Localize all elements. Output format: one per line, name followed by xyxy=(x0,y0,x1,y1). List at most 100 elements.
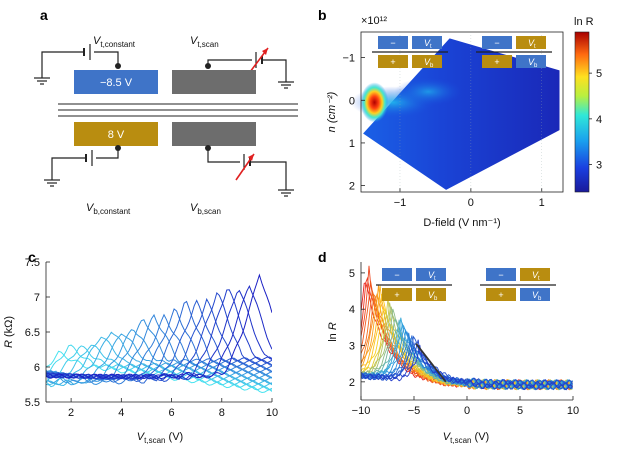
panel-c-y-axis-label: R (kΩ) xyxy=(3,316,15,348)
panel-c-x-tick-label: 6 xyxy=(168,407,174,419)
panel-d-series-line xyxy=(361,340,573,391)
vb-scan-contact xyxy=(205,145,211,151)
heatmap-y-tick-label: 0 xyxy=(349,95,355,107)
vb-constant-label: Vb,constant xyxy=(86,202,131,216)
panel-c-label: c xyxy=(28,249,36,265)
panel-c-series-line xyxy=(46,285,272,380)
bottom-gate-electrode xyxy=(74,122,158,146)
legend-minus-box xyxy=(482,36,512,49)
panel-b: b −1 0 1 −1 0 1 2 ×10¹² D-field (V nm⁻¹) n (cm… xyxy=(318,7,602,229)
legend-d-right: − Vt + Vb xyxy=(480,268,556,302)
panel-d-x-axis-label: Vt,scan (V) xyxy=(443,431,489,445)
panel-c-x-axis-label: Vt,scan (V) xyxy=(137,431,183,445)
heatmap-glow xyxy=(394,77,463,106)
panel-d-label: d xyxy=(318,249,327,265)
legend-minus-box xyxy=(486,268,516,281)
panel-d-y-tick-label: 5 xyxy=(349,268,355,280)
legend-plus-text: + xyxy=(498,290,503,300)
legend-vt-text: Vt xyxy=(424,38,432,50)
legend-b-right: − Vt + Vb xyxy=(476,36,552,69)
heatmap-data-region xyxy=(363,38,560,190)
legend-plus-box xyxy=(378,55,408,68)
heatmap-frame xyxy=(360,31,564,193)
vb-scan-arrowhead-icon xyxy=(248,154,254,161)
panel-d-x-tick-label: 10 xyxy=(567,405,579,417)
legend-plus-box xyxy=(382,288,412,301)
panel-c-ticks: 2 4 6 8 10 5.5 6 6.5 7 7.5 xyxy=(25,257,278,419)
legend-vb-text: Vb xyxy=(428,290,438,302)
legend-vt-text: Vt xyxy=(532,270,540,282)
panel-d-series-line xyxy=(361,291,573,391)
legend-vt-box xyxy=(516,36,546,49)
bottom-gate-value: 8 V xyxy=(108,129,125,141)
colorbar-label: ln R xyxy=(574,16,594,28)
panel-c-y-tick-label: 6.5 xyxy=(25,327,40,339)
panel-c-y-tick-label: 7.5 xyxy=(25,257,40,269)
legend-minus-text: − xyxy=(494,38,499,48)
top-gate-value: −8.5 V xyxy=(100,77,133,89)
panel-c-series-line xyxy=(46,329,272,384)
panel-c-y-tick-label: 7 xyxy=(34,292,40,304)
legend-b-left: − Vt + Vb xyxy=(372,36,448,69)
panel-c-y-tick-label: 6 xyxy=(34,362,40,374)
legend-vt-text: Vt xyxy=(428,270,436,282)
heatmap-x-tick-label: 1 xyxy=(539,197,545,209)
legend-vb-text: Vb xyxy=(532,290,542,302)
heatmap-x-tick-label: 0 xyxy=(468,197,474,209)
panel-d-x-tick-label: 5 xyxy=(517,405,523,417)
panel-d-y-tick-label: 4 xyxy=(349,304,355,316)
heatmap-y-tick-label: 2 xyxy=(349,181,355,193)
legend-plus-text: + xyxy=(390,57,395,67)
legend-plus-text: + xyxy=(494,57,499,67)
heatmap-y-axis-label: n (cm⁻²) xyxy=(326,91,338,132)
panel-d-x-tick-label: −5 xyxy=(408,405,421,417)
legend-vb-box xyxy=(412,55,442,68)
legend-vt-box xyxy=(520,268,550,281)
vt-scan-contact xyxy=(205,63,211,69)
legend-vb-box xyxy=(416,288,446,301)
legend-vb-text: Vb xyxy=(528,57,538,69)
panel-d-x-tick-label: −10 xyxy=(352,405,371,417)
legend-plus-text: + xyxy=(394,290,399,300)
panel-c-y-tick-label: 5.5 xyxy=(25,397,40,409)
panel-b-label: b xyxy=(318,7,327,23)
legend-vb-box xyxy=(520,288,550,301)
legend-minus-box xyxy=(378,36,408,49)
panel-c-x-tick-label: 10 xyxy=(266,407,278,419)
colorbar-tick-label: 5 xyxy=(596,68,602,80)
legend-vt-text: Vt xyxy=(528,38,536,50)
panel-c: c 2 4 6 8 10 5.5 6 6.5 7 7.5 Vt,scan (V) R (kΩ) xyxy=(3,249,278,445)
heatmap-y-multiplier: ×10¹² xyxy=(361,15,387,27)
heatmap-y-tick-label: 1 xyxy=(349,138,355,150)
panel-d-guide-line xyxy=(415,343,447,383)
heatmap-x-tick-label: −1 xyxy=(394,197,407,209)
vb-constant-circuit xyxy=(44,148,119,187)
vt-scan-arrowhead-icon xyxy=(262,48,268,55)
vb-scan-label: Vb,scan xyxy=(190,202,221,216)
heatmap-axes: −1 0 1 −1 0 1 2 xyxy=(342,32,545,209)
colorbar xyxy=(574,31,590,193)
panel-d-y-tick-label: 3 xyxy=(349,341,355,353)
legend-minus-box xyxy=(382,268,412,281)
panel-c-x-tick-label: 4 xyxy=(118,407,124,419)
legend-minus-text: − xyxy=(390,38,395,48)
panel-d-series xyxy=(361,265,573,391)
colorbar-tick-label: 4 xyxy=(596,114,602,126)
heatmap-hotspot xyxy=(360,82,389,123)
panel-c-series-line xyxy=(46,289,272,380)
legend-plus-box xyxy=(486,288,516,301)
heatmap-x-axis-label: D-field (V nm⁻¹) xyxy=(423,217,500,229)
panel-c-series-line xyxy=(46,273,272,379)
panel-d-x-tick-label: 0 xyxy=(464,405,470,417)
legend-minus-text: − xyxy=(394,270,399,280)
panel-d-series-line xyxy=(361,339,573,390)
vt-constant-label: Vt,constant xyxy=(93,35,136,49)
panel-c-x-tick-label: 8 xyxy=(219,407,225,419)
top-gate-electrode xyxy=(74,70,158,94)
bottom-sample-block xyxy=(172,122,256,146)
legend-d-left: − Vt + Vb xyxy=(376,268,452,302)
legend-vb-box xyxy=(516,55,546,68)
legend-vt-box xyxy=(412,36,442,49)
legend-minus-text: − xyxy=(498,270,503,280)
vb-scan-circuit xyxy=(207,148,294,197)
